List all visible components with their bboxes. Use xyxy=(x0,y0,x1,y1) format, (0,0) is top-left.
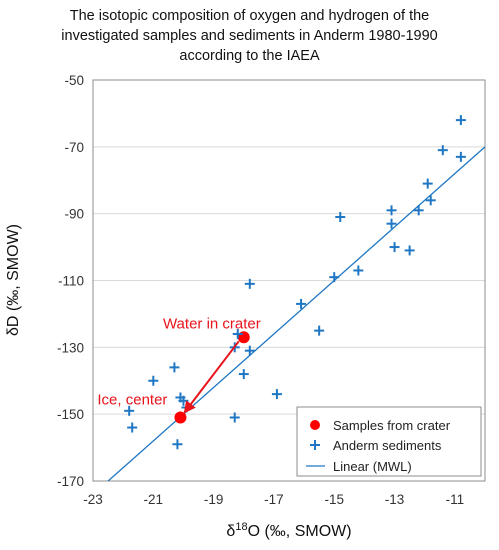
chart-title-line-1: The isotopic composition of oxygen and h… xyxy=(69,8,430,24)
x-tick-label: -13 xyxy=(385,492,405,507)
sediment-point xyxy=(386,218,397,229)
x-axis-title-rest: O (‰, SMOW) xyxy=(248,523,352,540)
x-tick-label: -15 xyxy=(324,492,344,507)
gridlines xyxy=(93,146,485,415)
x-tick-label: -17 xyxy=(264,492,284,507)
sediment-point xyxy=(172,439,183,450)
regression-line-layer xyxy=(107,146,485,481)
y-tick-label: -170 xyxy=(57,474,84,489)
sediment-point xyxy=(353,265,364,276)
chart-title: The isotopic composition of oxygen and h… xyxy=(0,6,499,66)
y-tick-label: -150 xyxy=(57,407,84,422)
legend: Samples from crater Anderm sediments Lin… xyxy=(296,406,482,477)
x-axis-title-prefix: δ xyxy=(226,523,235,540)
chart-title-line-2: investigated samples and sediments in An… xyxy=(61,28,438,44)
y-tick-label: -130 xyxy=(57,340,84,355)
legend-marker-samples xyxy=(310,420,320,430)
legend-label-samples: Samples from crater xyxy=(333,418,451,433)
sediment-point xyxy=(404,245,415,256)
legend-box xyxy=(296,406,482,477)
sediment-point xyxy=(296,298,307,309)
x-tick-label: -21 xyxy=(144,492,164,507)
axis-ticks: -170 -150 -130 -110 -90 -70 -50 -23 -21 -19 -17 -15… xyxy=(57,73,464,507)
annotation-ice-center: Ice, center xyxy=(97,392,167,409)
plot-area-frame xyxy=(92,79,486,482)
data-points xyxy=(124,115,466,450)
sediment-point xyxy=(238,369,249,380)
sediment-point xyxy=(455,115,466,126)
y-tick-label: -70 xyxy=(64,140,84,155)
sediment-point xyxy=(127,422,138,433)
x-tick-label: -23 xyxy=(83,492,103,507)
sediment-point xyxy=(244,278,255,289)
sediment-point xyxy=(386,205,397,216)
sediment-point xyxy=(425,195,436,206)
annotations: Water in crater Ice, center xyxy=(97,315,261,414)
x-axis-title-superscript: 18 xyxy=(235,521,247,533)
sediment-point xyxy=(455,151,466,162)
x-tick-label: -11 xyxy=(446,492,465,507)
legend-label-sediments: Anderm sediments xyxy=(333,438,442,453)
chart-title-line-3: according to the IAEA xyxy=(179,48,320,64)
annotation-water-in-crater: Water in crater xyxy=(163,315,261,332)
crater-arrow xyxy=(183,340,240,414)
sediment-point xyxy=(335,212,346,223)
y-axis-title: δD (‰, SMOW) xyxy=(5,224,22,336)
y-tick-label: -50 xyxy=(64,73,84,88)
sediment-point xyxy=(314,325,325,336)
mwl-regression-line xyxy=(107,146,485,481)
sediment-point xyxy=(271,389,282,400)
x-axis-title: δ18O (‰, SMOW) xyxy=(226,521,351,540)
sediment-point xyxy=(422,178,433,189)
sediment-point xyxy=(124,405,135,416)
sediment-point xyxy=(437,145,448,156)
legend-label-mwl: Linear (MWL) xyxy=(333,459,412,474)
y-tick-label: -110 xyxy=(58,274,84,289)
sediment-point xyxy=(389,242,400,253)
legend-marker-sediments xyxy=(310,440,320,450)
crater-sample-point xyxy=(174,411,187,424)
sediment-point xyxy=(244,345,255,356)
sediment-point xyxy=(232,328,243,339)
sediment-point xyxy=(148,375,159,386)
sediment-point xyxy=(169,362,180,373)
sediment-point xyxy=(229,412,240,423)
x-tick-label: -19 xyxy=(204,492,224,507)
sediment-point xyxy=(329,272,340,283)
sediment-point xyxy=(413,205,424,216)
y-tick-label: -90 xyxy=(64,207,84,222)
